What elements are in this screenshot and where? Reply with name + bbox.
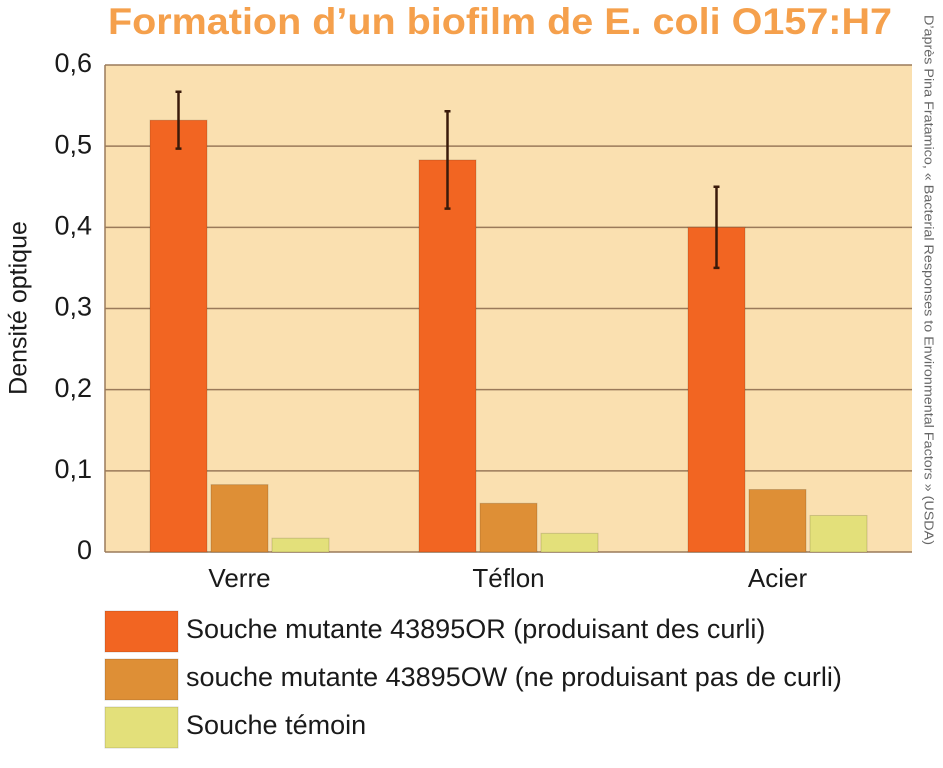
y-tick-label: 0,6 xyxy=(54,48,92,78)
bar xyxy=(271,537,330,553)
x-tick-label: Verre xyxy=(208,563,270,593)
y-tick-label: 0,2 xyxy=(54,373,92,403)
chart-title: Formation d’un biofilm de E. coli O157:H… xyxy=(108,1,892,42)
x-tick-label: Téflon xyxy=(472,563,544,593)
y-tick-label: 0,1 xyxy=(54,454,92,484)
source-note: D’après Pina Fratamico, « Bacterial Resp… xyxy=(922,15,937,545)
x-tick-label: Acier xyxy=(748,563,808,593)
bar xyxy=(687,226,746,553)
error-bar xyxy=(444,110,451,210)
bar xyxy=(809,514,868,553)
legend-swatch xyxy=(104,610,179,653)
legend-label: Souche mutante 43895OR (produisant des c… xyxy=(186,614,765,644)
legend-label: souche mutante 43895OW (ne produisant pa… xyxy=(186,662,842,692)
y-tick-label: 0,3 xyxy=(54,292,92,322)
bar xyxy=(418,159,477,553)
y-axis-label: Densité optique xyxy=(5,221,33,395)
bar xyxy=(149,119,208,553)
bar xyxy=(479,502,538,553)
bar xyxy=(748,489,807,553)
legend-swatch xyxy=(104,706,179,749)
y-tick-label: 0,4 xyxy=(54,210,92,240)
y-tick-label: 0,5 xyxy=(54,129,92,159)
legend-label: Souche témoin xyxy=(186,710,366,740)
y-tick-label: 0 xyxy=(77,535,92,565)
bar xyxy=(210,484,269,553)
error-bar xyxy=(175,90,182,150)
legend-swatch xyxy=(104,658,179,701)
error-bar xyxy=(713,185,720,270)
bar xyxy=(540,532,599,553)
